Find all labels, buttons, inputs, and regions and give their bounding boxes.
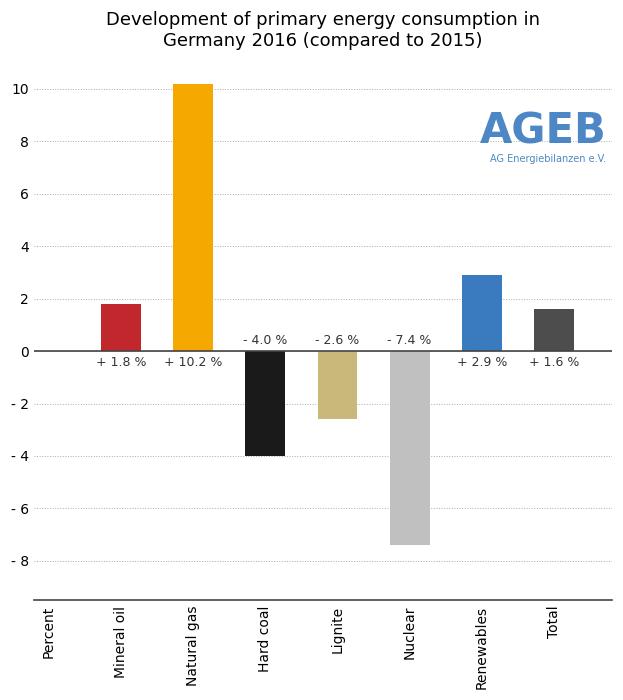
Text: AG Energiebilanzen e.V.: AG Energiebilanzen e.V.	[490, 154, 606, 164]
Text: + 1.6 %: + 1.6 %	[529, 356, 579, 370]
Bar	[245, 351, 285, 456]
Text: + 2.9 %: + 2.9 %	[457, 356, 507, 370]
Bar	[101, 304, 141, 351]
Bar	[390, 351, 429, 545]
Text: AGEB: AGEB	[479, 111, 606, 153]
Title: Development of primary energy consumption in
Germany 2016 (compared to 2015): Development of primary energy consumptio…	[106, 11, 540, 50]
Bar	[462, 275, 502, 351]
Text: - 4.0 %: - 4.0 %	[243, 334, 287, 347]
Bar	[173, 83, 213, 351]
Bar	[535, 309, 574, 351]
Text: - 7.4 %: - 7.4 %	[388, 334, 432, 347]
Text: - 2.6 %: - 2.6 %	[315, 334, 359, 347]
Bar	[318, 351, 358, 419]
Text: + 10.2 %: + 10.2 %	[164, 356, 222, 370]
Text: + 1.8 %: + 1.8 %	[95, 356, 146, 370]
